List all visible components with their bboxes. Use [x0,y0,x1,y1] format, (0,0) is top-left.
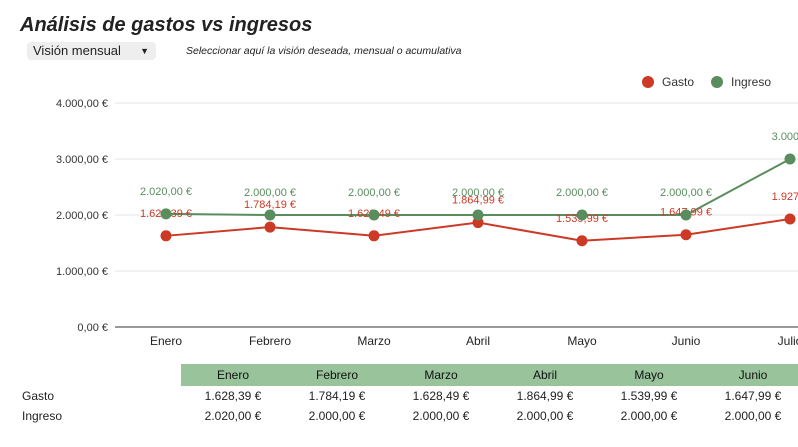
data-label-ingreso: 3.000,0 [772,131,798,143]
data-label-gasto: 1.784,19 € [244,199,296,211]
table-cell: 1.539,99 € [620,389,678,403]
x-tick-label: Abril [466,334,490,348]
legend-label-gasto: Gasto [662,75,694,89]
chevron-down-icon: ▼ [140,46,149,56]
data-point-ingreso [160,208,172,220]
data-point-ingreso [680,209,692,221]
table-header-cell: Enero [216,368,250,382]
data-point-ingreso [264,209,276,221]
x-tick-label: Mayo [567,334,597,348]
table-cell: 2.000,00 € [724,409,782,423]
data-label-ingreso: 2.000,00 € [244,187,296,199]
legend-marker-ingreso [711,76,723,88]
table-cell: 2.020,00 € [204,409,262,423]
view-mode-value: Visión mensual [33,43,121,58]
table-header-row: Enero Febrero Marzo Abril Mayo Junio [181,364,798,386]
data-point-gasto [680,229,692,241]
data-point-ingreso [784,153,796,165]
data-point-ingreso [368,209,380,221]
legend-label-ingreso: Ingreso [731,75,771,89]
data-label-ingreso: 2.020,00 € [140,186,192,198]
data-point-gasto [264,221,276,233]
data-point-gasto [784,213,796,225]
x-tick-label: Enero [150,334,182,348]
data-label-ingreso: 2.000,00 € [348,187,400,199]
x-tick-label: Junio [672,334,701,348]
table-cell: 1.864,99 € [516,389,574,403]
table-cell: 2.000,00 € [516,409,574,423]
table-row: Gasto 1.628,39 € 1.784,19 € 1.628,49 € 1.864… [18,386,798,406]
data-label-ingreso: 2.000,00 € [452,187,504,199]
view-mode-select[interactable]: Visión mensual ▼ [27,42,156,60]
data-point-ingreso [472,209,484,221]
data-point-gasto [368,230,380,242]
table-header-cell: Mayo [634,368,664,382]
table-cell: 2.000,00 € [308,409,366,423]
y-tick-label: 4.000,00 € [56,98,108,110]
page-title: Análisis de gastos vs ingresos [20,14,313,36]
table-header-cell: Marzo [424,368,458,382]
table-row-label: Gasto [22,389,55,403]
data-label-gasto: 1.927,9 [772,191,798,203]
data-label-gasto: 1.864,99 € [452,195,504,207]
data-label-ingreso: 2.000,00 € [556,187,608,199]
x-tick-label: Julio [778,334,798,348]
table-cell: 1.628,39 € [204,389,262,403]
data-label-ingreso: 2.000,00 € [660,187,712,199]
line-chart: 0,00 € 1.000,00 € 2.000,00 € 3.000,00 € 4.00… [56,75,798,348]
data-point-gasto [472,217,484,229]
table-cell: 2.000,00 € [620,409,678,423]
x-tick-label: Marzo [357,334,391,348]
table-cell: 1.647,99 € [724,389,782,403]
x-tick-label: Febrero [249,334,291,348]
view-hint-text: Seleccionar aquí la visión deseada, mens… [186,45,462,57]
y-tick-label: 1.000,00 € [56,266,108,278]
y-tick-label: 2.000,00 € [56,210,108,222]
table-header-cell: Junio [738,368,768,382]
data-point-ingreso [576,209,588,221]
data-point-gasto [160,230,172,242]
table-cell: 1.784,19 € [308,389,366,403]
table-header-cell: Abril [532,368,557,382]
table-header-cell: Febrero [315,368,359,382]
table-cell: 2.000,00 € [412,409,470,423]
table-row: Ingreso 2.020,00 € 2.000,00 € 2.000,00 € 2.0… [18,406,798,426]
y-tick-label: 3.000,00 € [56,154,108,166]
table-cell: 1.628,49 € [412,389,470,403]
legend-marker-gasto [642,76,654,88]
data-point-gasto [576,235,588,247]
table-row-label: Ingreso [22,409,63,423]
y-tick-label: 0,00 € [77,322,108,334]
